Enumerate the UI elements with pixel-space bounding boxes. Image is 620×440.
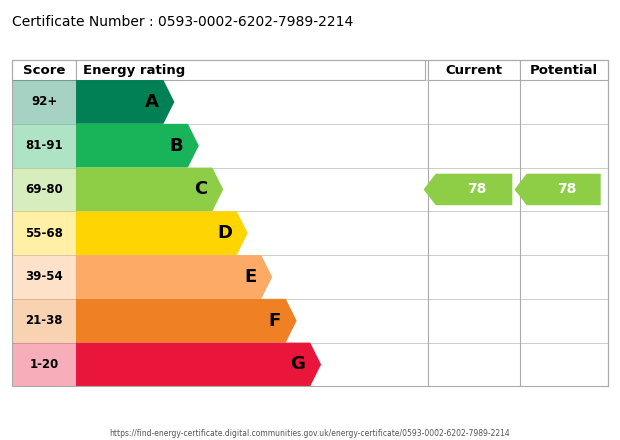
Bar	[12, 124, 76, 168]
Text: 69-80: 69-80	[25, 183, 63, 196]
Text: Current: Current	[446, 63, 503, 77]
Text: Potential: Potential	[529, 63, 598, 77]
Text: F: F	[268, 312, 281, 330]
Text: Score: Score	[23, 63, 65, 77]
Bar	[428, 60, 520, 80]
Bar	[12, 299, 76, 343]
Text: G: G	[290, 356, 305, 374]
Text: 21-38: 21-38	[25, 314, 63, 327]
Polygon shape	[423, 174, 512, 205]
Polygon shape	[76, 211, 248, 255]
Text: Energy rating: Energy rating	[83, 63, 185, 77]
Polygon shape	[515, 174, 601, 205]
Text: https://find-energy-certificate.digital.communities.gov.uk/energy-certificate/05: https://find-energy-certificate.digital.…	[110, 429, 510, 438]
Bar	[12, 255, 76, 299]
Text: C: C	[194, 180, 208, 198]
Polygon shape	[76, 255, 272, 299]
Bar	[76, 60, 425, 80]
Bar	[12, 60, 76, 80]
Text: 1-20: 1-20	[30, 358, 59, 371]
Text: 78: 78	[467, 183, 487, 196]
Text: 81-91: 81-91	[25, 139, 63, 152]
Text: 55-68: 55-68	[25, 227, 63, 240]
Polygon shape	[76, 80, 174, 124]
Text: 92+: 92+	[31, 95, 57, 108]
Bar	[520, 60, 608, 80]
Bar	[12, 80, 76, 124]
Text: E: E	[244, 268, 257, 286]
Polygon shape	[76, 168, 223, 211]
Polygon shape	[76, 299, 296, 343]
Text: A: A	[144, 93, 159, 111]
Bar	[12, 343, 76, 386]
Bar	[12, 211, 76, 255]
Text: D: D	[217, 224, 232, 242]
Bar	[12, 60, 608, 386]
Text: B: B	[169, 137, 183, 155]
Text: 39-54: 39-54	[25, 271, 63, 283]
Bar	[12, 168, 76, 211]
Text: 78: 78	[557, 183, 577, 196]
Text: Certificate Number : 0593-0002-6202-7989-2214: Certificate Number : 0593-0002-6202-7989…	[12, 15, 353, 29]
Polygon shape	[76, 124, 199, 168]
Polygon shape	[76, 343, 321, 386]
